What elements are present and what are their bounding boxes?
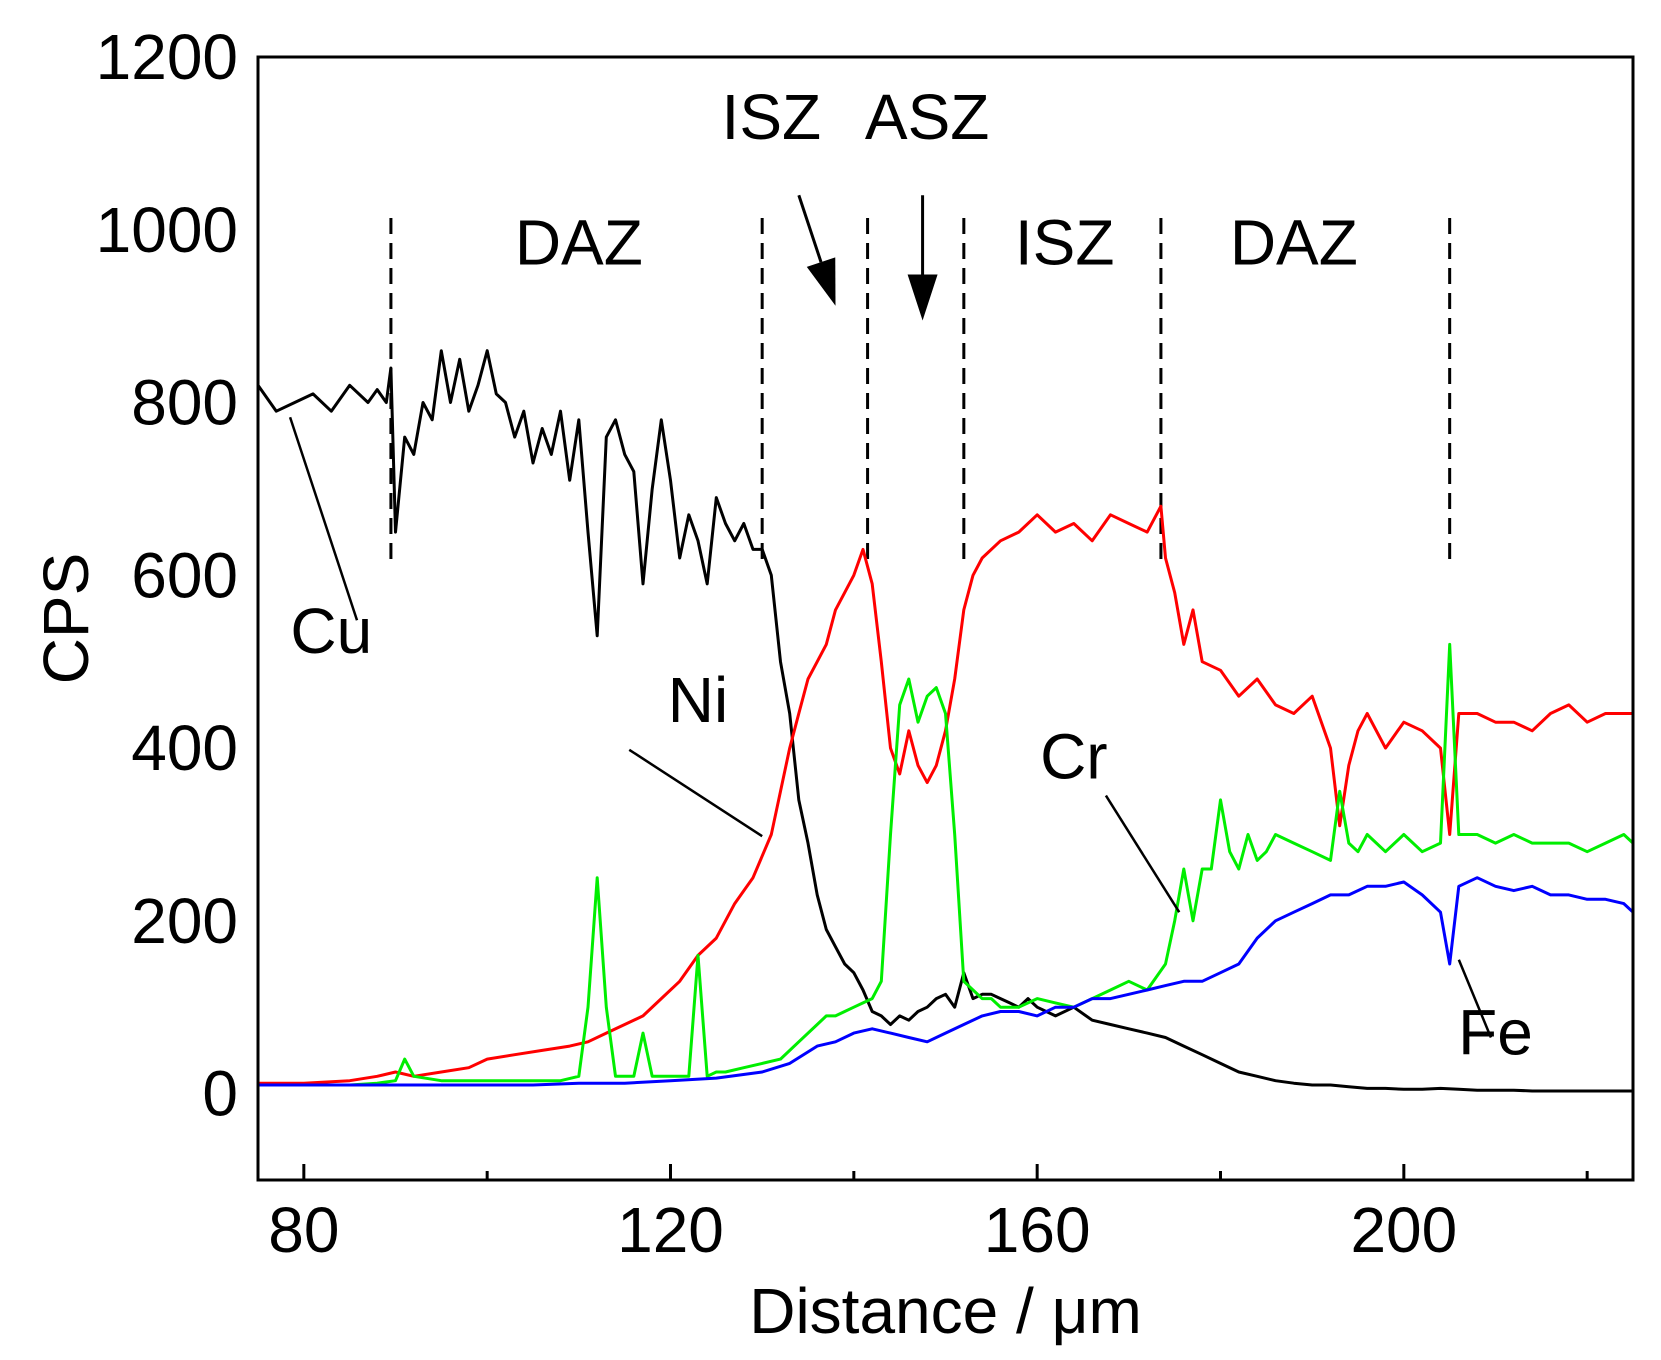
- series-label: Cr: [1040, 720, 1108, 792]
- zone-label: ISZ: [1015, 206, 1115, 278]
- series-label-leader: [1104, 794, 1181, 913]
- y-tick-label: 600: [131, 539, 238, 611]
- y-axis-title: CPS: [30, 553, 102, 685]
- zone-label: DAZ: [1230, 206, 1358, 278]
- series-fe-line: [258, 876, 1635, 1087]
- series-label-leader: [628, 748, 763, 838]
- x-tick-label: 80: [268, 1194, 339, 1266]
- series-label: Cu: [290, 595, 372, 667]
- series-label-leader: [288, 416, 359, 621]
- series-lines: [256, 349, 1635, 1093]
- y-tick-label: 400: [131, 712, 238, 784]
- series-label-leader: [1457, 959, 1493, 1038]
- x-tick-label: 160: [984, 1194, 1091, 1266]
- zone-label: ASZ: [865, 81, 989, 153]
- axis-ticks: 80 120 160 200 0 200 400 600 800 1000 1200: [96, 21, 1589, 1266]
- x-tick-label: 200: [1350, 1194, 1457, 1266]
- y-tick-label: 800: [131, 367, 238, 439]
- y-tick-label: 0: [202, 1058, 238, 1130]
- annotations: DAZ ISZ DAZ ISZ ASZ: [515, 81, 1358, 321]
- y-tick-label: 1200: [96, 21, 238, 93]
- zone-arrow-head: [806, 257, 836, 306]
- series-ni-line: [258, 504, 1633, 1085]
- zone-arrow-head: [907, 274, 938, 321]
- series-label: Fe: [1458, 997, 1533, 1069]
- series-cr-line: [258, 642, 1635, 1087]
- plot-frame: [256, 55, 1635, 1182]
- y-tick-label: 200: [131, 885, 238, 957]
- x-axis-title: Distance / μm: [749, 1275, 1142, 1347]
- y-tick-label: 1000: [96, 194, 238, 266]
- x-tick-label: 120: [617, 1194, 724, 1266]
- series-label: Ni: [668, 664, 728, 736]
- zone-arrow-line: [797, 194, 823, 263]
- zone-label: DAZ: [515, 206, 643, 278]
- series-cu-line: [256, 349, 1633, 1093]
- series-labels: Cu Ni Cr Fe: [288, 416, 1533, 1069]
- zone-label: ISZ: [722, 81, 822, 153]
